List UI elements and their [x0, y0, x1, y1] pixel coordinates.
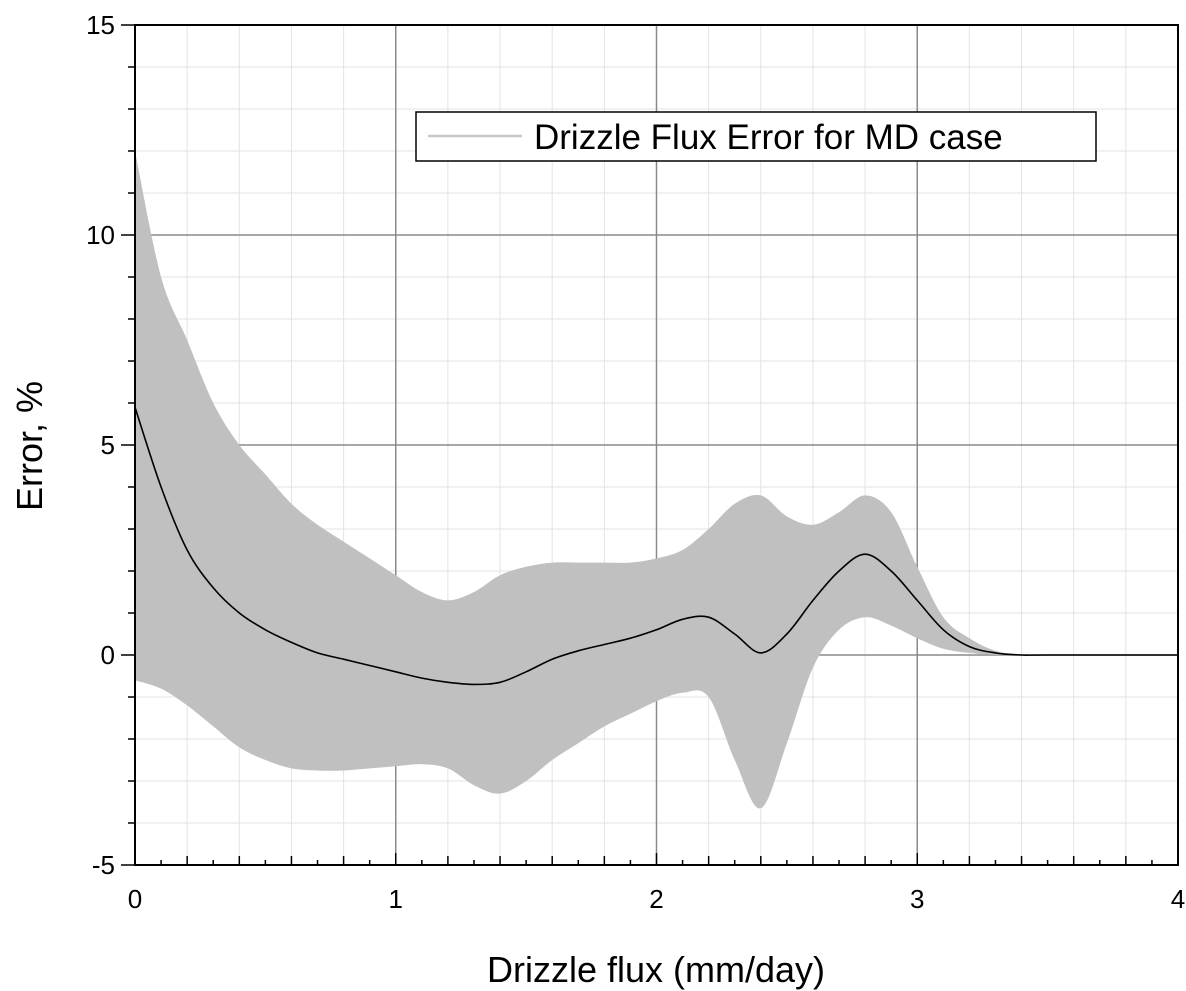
y-tick-label: 0 — [101, 640, 115, 670]
x-tick-label: 2 — [649, 884, 663, 914]
legend-label: Drizzle Flux Error for MD case — [534, 118, 1003, 157]
x-tick-label: 1 — [389, 884, 403, 914]
legend: Drizzle Flux Error for MD case — [415, 111, 1097, 162]
x-axis-title: Drizzle flux (mm/day) — [487, 949, 825, 990]
legend-box — [415, 111, 1097, 162]
x-tick-label: 4 — [1171, 884, 1185, 914]
y-tick-label: -5 — [92, 850, 115, 880]
axis-ticks — [121, 24, 1179, 866]
y-axis-tick-labels: -5 0 5 10 15 — [86, 10, 115, 880]
y-tick-label: 5 — [101, 430, 115, 460]
x-tick-label: 0 — [128, 884, 142, 914]
error-band-area — [135, 151, 1178, 809]
y-axis-title: Error, % — [9, 381, 50, 511]
x-tick-label: 3 — [910, 884, 924, 914]
mean-error-line — [134, 406, 1178, 686]
x-axis-tick-labels: 0 1 2 3 4 — [128, 884, 1185, 914]
y-tick-label: 15 — [86, 10, 115, 40]
y-tick-label: 10 — [86, 220, 115, 250]
